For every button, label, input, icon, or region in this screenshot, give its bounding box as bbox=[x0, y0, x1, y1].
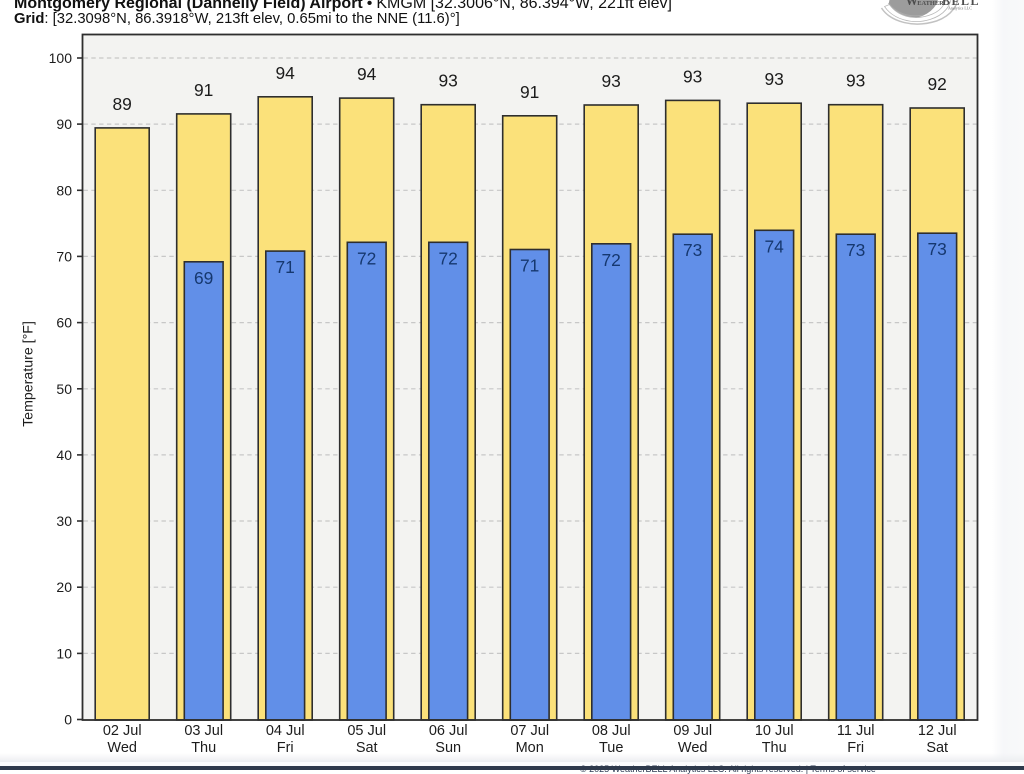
svg-text:94: 94 bbox=[276, 63, 296, 83]
svg-text:80: 80 bbox=[56, 182, 72, 198]
svg-text:BELL: BELL bbox=[942, 0, 980, 8]
svg-text:Analytics LLC: Analytics LLC bbox=[948, 6, 972, 11]
svg-text:Tue: Tue bbox=[599, 740, 623, 756]
svg-text:Fri: Fri bbox=[847, 740, 864, 756]
svg-text:20: 20 bbox=[56, 579, 72, 595]
svg-text:74: 74 bbox=[765, 236, 785, 256]
svg-text:10: 10 bbox=[56, 645, 72, 661]
svg-text:72: 72 bbox=[439, 248, 458, 268]
svg-text:Wed: Wed bbox=[107, 740, 137, 756]
svg-text:07 Jul: 07 Jul bbox=[510, 723, 549, 739]
svg-text:10 Jul: 10 Jul bbox=[755, 723, 794, 739]
svg-text:EATHER: EATHER bbox=[917, 0, 944, 7]
svg-text:72: 72 bbox=[357, 248, 376, 268]
svg-text:03 Jul: 03 Jul bbox=[184, 723, 223, 739]
svg-text:Sun: Sun bbox=[435, 740, 461, 756]
svg-text:91: 91 bbox=[194, 80, 213, 100]
svg-text:72: 72 bbox=[602, 250, 621, 270]
svg-text:04 Jul: 04 Jul bbox=[266, 723, 305, 739]
svg-text:Thu: Thu bbox=[191, 740, 216, 756]
svg-text:93: 93 bbox=[683, 66, 702, 86]
svg-text:40: 40 bbox=[56, 447, 72, 463]
svg-text:93: 93 bbox=[602, 71, 621, 91]
svg-text:92: 92 bbox=[928, 74, 947, 94]
svg-text:30: 30 bbox=[56, 513, 72, 529]
svg-text:Wed: Wed bbox=[678, 740, 708, 756]
svg-text:Fri: Fri bbox=[277, 740, 294, 756]
svg-text:73: 73 bbox=[928, 239, 947, 259]
svg-text:94: 94 bbox=[357, 64, 377, 84]
svg-text:Thu: Thu bbox=[762, 740, 787, 756]
svg-text:Sat: Sat bbox=[356, 740, 378, 756]
svg-text:02 Jul: 02 Jul bbox=[103, 723, 142, 739]
svg-text:Temperature [°F]: Temperature [°F] bbox=[21, 321, 37, 427]
svg-text:93: 93 bbox=[439, 71, 458, 91]
svg-text:93: 93 bbox=[765, 69, 784, 89]
svg-text:11 Jul: 11 Jul bbox=[837, 723, 875, 739]
svg-text:06 Jul: 06 Jul bbox=[429, 723, 468, 739]
svg-text:100: 100 bbox=[49, 50, 73, 66]
svg-text:0: 0 bbox=[64, 712, 72, 728]
svg-text:09 Jul: 09 Jul bbox=[673, 723, 712, 739]
svg-text:90: 90 bbox=[56, 116, 72, 132]
svg-text:12 Jul: 12 Jul bbox=[918, 723, 957, 739]
svg-text:50: 50 bbox=[56, 381, 72, 397]
svg-text:W: W bbox=[906, 0, 919, 8]
svg-text:60: 60 bbox=[56, 315, 72, 331]
svg-text:89: 89 bbox=[113, 94, 132, 114]
svg-text:91: 91 bbox=[520, 82, 539, 102]
svg-text:69: 69 bbox=[194, 268, 213, 288]
svg-text:05 Jul: 05 Jul bbox=[347, 723, 386, 739]
svg-text:73: 73 bbox=[846, 240, 865, 260]
svg-text:73: 73 bbox=[683, 240, 702, 260]
svg-text:70: 70 bbox=[56, 248, 72, 264]
svg-text:71: 71 bbox=[276, 257, 295, 277]
svg-text:93: 93 bbox=[846, 71, 865, 91]
svg-text:Sat: Sat bbox=[926, 740, 948, 756]
svg-text:08 Jul: 08 Jul bbox=[592, 723, 631, 739]
svg-text:Mon: Mon bbox=[516, 740, 544, 756]
svg-text:71: 71 bbox=[520, 256, 539, 276]
